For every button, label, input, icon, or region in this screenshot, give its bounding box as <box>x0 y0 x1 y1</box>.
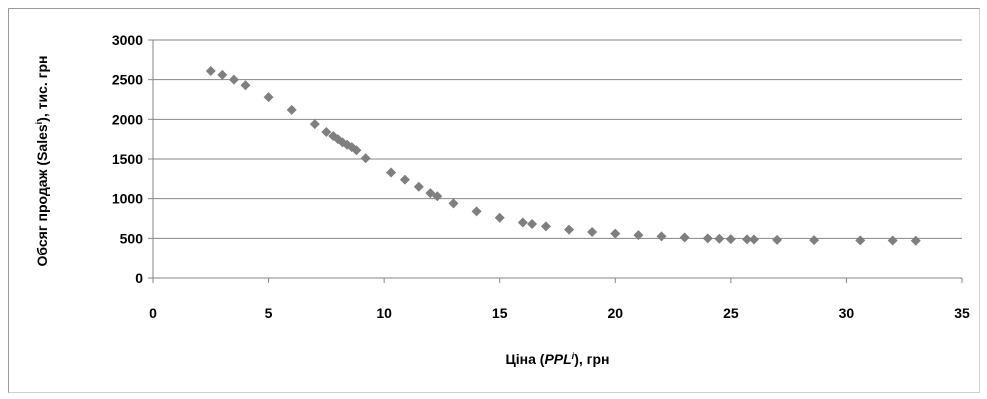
data-point <box>656 231 667 242</box>
x-tick-label: 15 <box>492 305 508 321</box>
data-point <box>494 212 505 223</box>
data-point <box>855 235 866 246</box>
data-point <box>205 65 216 76</box>
data-point <box>413 181 424 192</box>
data-point <box>309 119 320 130</box>
x-axis-title: Ціна (PPLi), грн <box>506 351 610 367</box>
gridlines <box>153 39 962 239</box>
y-tick-labels: 0 500 1000 1500 2000 2500 3000 <box>112 32 143 286</box>
data-point <box>351 145 362 156</box>
x-tick-label: 20 <box>607 305 623 321</box>
data-point <box>679 232 690 243</box>
y-axis-title: Обсяг продаж (Salesi), тис. грн <box>34 56 50 267</box>
data-point <box>772 234 783 245</box>
x-tick-labels: 0 5 10 15 20 25 30 35 <box>149 305 970 321</box>
data-point <box>286 104 297 115</box>
data-point <box>228 74 239 85</box>
x-tick-label: 5 <box>265 305 273 321</box>
data-point <box>240 80 251 91</box>
data-point <box>748 234 759 245</box>
data-point <box>517 217 528 228</box>
x-tick-label: 30 <box>839 305 855 321</box>
data-point <box>725 234 736 245</box>
data-point <box>633 230 644 241</box>
data-point <box>610 228 621 239</box>
data-point <box>360 153 371 164</box>
data-point <box>471 206 482 217</box>
data-point <box>540 221 551 232</box>
data-point <box>910 235 921 246</box>
data-points <box>205 65 921 246</box>
y-tick-label: 2500 <box>112 72 143 88</box>
data-point <box>386 167 397 178</box>
data-point <box>321 127 332 138</box>
data-point <box>587 226 598 237</box>
y-tick-label: 0 <box>135 270 143 286</box>
x-tick-label: 0 <box>149 305 157 321</box>
x-tick-label: 25 <box>723 305 739 321</box>
data-point <box>217 69 228 80</box>
data-point <box>742 234 753 245</box>
y-tick-label: 1000 <box>112 191 143 207</box>
y-tick-label: 3000 <box>112 32 143 48</box>
axes <box>148 39 963 283</box>
y-tick-label: 500 <box>120 230 144 246</box>
data-point <box>564 224 575 235</box>
data-point <box>425 188 436 199</box>
data-point <box>399 174 410 185</box>
data-point <box>448 198 459 209</box>
data-point <box>263 92 274 103</box>
data-point <box>702 233 713 244</box>
x-tick-label: 10 <box>376 305 392 321</box>
data-point <box>809 235 820 246</box>
y-tick-label: 1500 <box>112 151 143 167</box>
data-point <box>714 233 725 244</box>
data-point <box>527 219 538 230</box>
data-point <box>887 235 898 246</box>
chart-frame <box>8 8 980 393</box>
data-point <box>432 191 443 202</box>
x-tick-label: 35 <box>954 305 970 321</box>
y-tick-label: 2000 <box>112 111 143 127</box>
